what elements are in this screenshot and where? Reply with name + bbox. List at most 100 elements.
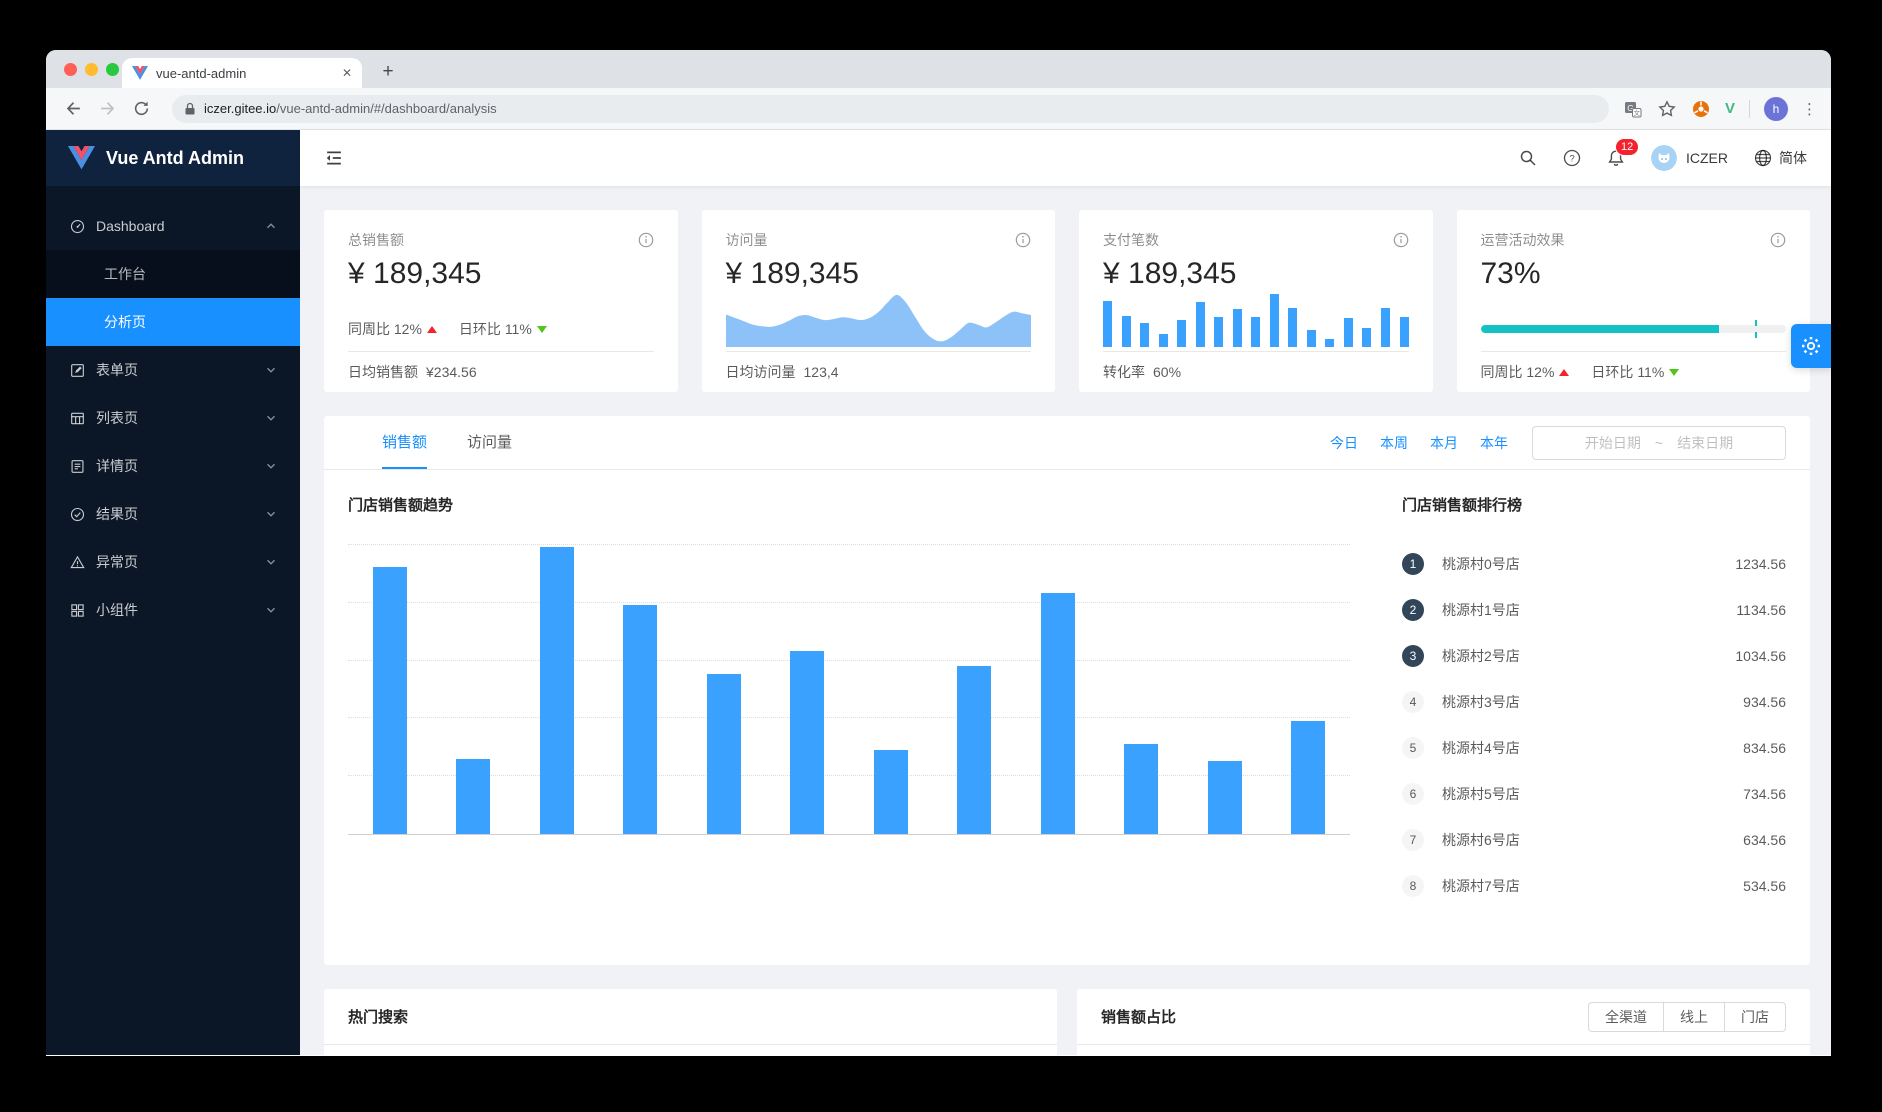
reload-icon[interactable] xyxy=(128,96,154,122)
sidebar-subitem-工作台[interactable]: 工作台 xyxy=(46,250,300,298)
sidebar-item-表单页[interactable]: 表单页 xyxy=(46,346,300,394)
trend-tabs: 销售额 访问量 xyxy=(382,416,512,469)
date-start-placeholder: 开始日期 xyxy=(1584,434,1641,451)
info-icon[interactable] xyxy=(1015,232,1031,248)
extension-orange-icon[interactable] xyxy=(1691,99,1711,119)
sidebar-logo[interactable]: Vue Antd Admin xyxy=(46,130,300,186)
warning-icon xyxy=(70,555,85,570)
channel-button-全渠道[interactable]: 全渠道 xyxy=(1588,1001,1664,1032)
forward-icon[interactable] xyxy=(94,96,120,122)
rank-row: 2 桃源村1号店 1134.56 xyxy=(1402,587,1786,633)
info-icon[interactable] xyxy=(638,232,654,248)
sidebar-item-详情页[interactable]: 详情页 xyxy=(46,442,300,490)
mini-bar xyxy=(1380,308,1390,347)
stat-card-visits: 访问量 ¥ 189,345 日均访问量 123,4 xyxy=(701,210,1055,392)
trend-tabbar: 销售额 访问量 今日 本周 本月 本年 开始日期 ~ 结束日期 xyxy=(324,416,1810,470)
check-circle-icon xyxy=(70,507,85,522)
card-value: ¥ 189,345 xyxy=(725,257,859,290)
user-avatar xyxy=(1651,145,1677,171)
store-value: 934.56 xyxy=(1743,694,1786,710)
rank-badge: 7 xyxy=(1402,829,1424,851)
close-window-button[interactable] xyxy=(64,63,77,76)
maximize-window-button[interactable] xyxy=(106,63,119,76)
info-icon[interactable] xyxy=(1770,232,1786,248)
store-value: 1234.56 xyxy=(1735,556,1786,572)
back-icon[interactable] xyxy=(60,96,86,122)
divider xyxy=(1480,351,1786,352)
toolbar-separator xyxy=(1749,99,1750,118)
sidebar-subitem-分析页[interactable]: 分析页 xyxy=(46,298,300,346)
rank-row: 6 桃源村5号店 734.56 xyxy=(1402,771,1786,817)
date-range-picker[interactable]: 开始日期 ~ 结束日期 xyxy=(1532,425,1786,460)
quick-link-本月[interactable]: 本月 xyxy=(1430,434,1458,451)
mini-bar xyxy=(1288,308,1298,347)
mini-bar xyxy=(1195,302,1205,347)
chevron-down-icon xyxy=(266,557,276,567)
sidebar-item-列表页[interactable]: 列表页 xyxy=(46,394,300,442)
user-menu[interactable]: ICZER xyxy=(1651,145,1728,171)
rank-badge: 4 xyxy=(1402,691,1424,713)
bookmark-star-icon[interactable] xyxy=(1657,99,1677,119)
bar-chart-title: 门店销售额趋势 xyxy=(348,497,454,514)
trend-indicators: 同周比 12% 日环比 11% xyxy=(348,319,547,351)
mini-bar xyxy=(1177,320,1187,347)
store-name: 桃源村5号店 xyxy=(1442,786,1520,802)
lock-icon[interactable] xyxy=(184,102,196,116)
browser-tab[interactable]: vue-antd-admin ✕ xyxy=(122,58,362,88)
rank-row: 3 桃源村2号店 1034.56 xyxy=(1402,633,1786,679)
tab-销售额[interactable]: 销售额 xyxy=(382,416,428,469)
mini-bar xyxy=(1251,317,1261,347)
vue-devtools-icon[interactable]: V xyxy=(1724,100,1735,117)
hot-search-card: 热门搜索 搜索用户数1232171.2人均搜索次数2.771.2 xyxy=(324,989,1057,1055)
channel-button-门店[interactable]: 门店 xyxy=(1724,1001,1786,1032)
browser-toolbar: iczer.gitee.io/vue-antd-admin/#/dashboar… xyxy=(46,88,1831,130)
store-sales-bar xyxy=(1207,761,1242,834)
browser-profile-avatar[interactable]: h xyxy=(1764,96,1788,121)
store-name: 桃源村0号店 xyxy=(1442,556,1520,572)
profile-icon xyxy=(70,459,85,474)
sidebar-item-小组件[interactable]: 小组件 xyxy=(46,586,300,634)
divider xyxy=(1103,351,1409,352)
ranking-list: 1 桃源村0号店 1234.56 2 桃源村1号店 1134.56 3 桃源村2号店 1034.… xyxy=(1402,541,1786,909)
sidebar-item-异常页[interactable]: 异常页 xyxy=(46,538,300,586)
svg-text:?: ? xyxy=(1569,153,1574,164)
sidebar-item-结果页[interactable]: 结果页 xyxy=(46,490,300,538)
card-title: 运营活动效果 xyxy=(1480,232,1565,248)
down-arrow-icon xyxy=(1669,368,1680,376)
store-sales-bar xyxy=(1124,744,1159,834)
url-bar[interactable]: iczer.gitee.io/vue-antd-admin/#/dashboar… xyxy=(172,94,1609,123)
language-selector[interactable]: 简体 xyxy=(1754,148,1807,168)
settings-gear-button[interactable] xyxy=(1791,324,1831,368)
username: ICZER xyxy=(1686,150,1728,166)
info-icon[interactable] xyxy=(1393,232,1409,248)
menu-fold-icon[interactable] xyxy=(324,148,344,168)
new-tab-button[interactable]: + xyxy=(382,61,394,82)
stat-card-total-sales: 总销售额 ¥ 189,345 同周比 12% 日环比 11% 日均销售额 ¥234… xyxy=(324,210,678,392)
tab-close-icon[interactable]: ✕ xyxy=(341,66,352,80)
store-sales-bar xyxy=(873,750,908,834)
quick-link-本年[interactable]: 本年 xyxy=(1480,434,1508,451)
mini-bar xyxy=(1214,317,1224,347)
browser-menu-icon[interactable]: ⋮ xyxy=(1802,100,1817,118)
channel-button-线上[interactable]: 线上 xyxy=(1663,1001,1725,1032)
sidebar-item-Dashboard[interactable]: Dashboard xyxy=(46,202,300,250)
store-name: 桃源村4号店 xyxy=(1442,740,1520,756)
store-value: 834.56 xyxy=(1743,740,1786,756)
quick-link-今日[interactable]: 今日 xyxy=(1330,434,1358,451)
notification-bell[interactable]: 12 xyxy=(1607,139,1639,167)
vue-logo-icon xyxy=(68,146,95,170)
rank-badge: 2 xyxy=(1402,599,1424,621)
help-icon[interactable]: ? xyxy=(1563,149,1581,167)
tab-访问量[interactable]: 访问量 xyxy=(467,434,513,451)
quick-link-本周[interactable]: 本周 xyxy=(1380,434,1408,451)
bottom-cards-row: 热门搜索 搜索用户数1232171.2人均搜索次数2.771.2 销售额占比 全… xyxy=(324,989,1810,1055)
search-icon[interactable] xyxy=(1519,149,1537,167)
divider xyxy=(348,351,654,352)
rank-title: 门店销售额排行榜 xyxy=(1402,497,1523,514)
rank-badge: 5 xyxy=(1402,737,1424,759)
chevron-down-icon xyxy=(266,461,276,471)
dashboard-icon xyxy=(70,219,85,234)
minimize-window-button[interactable] xyxy=(85,63,98,76)
table-icon xyxy=(70,411,85,426)
